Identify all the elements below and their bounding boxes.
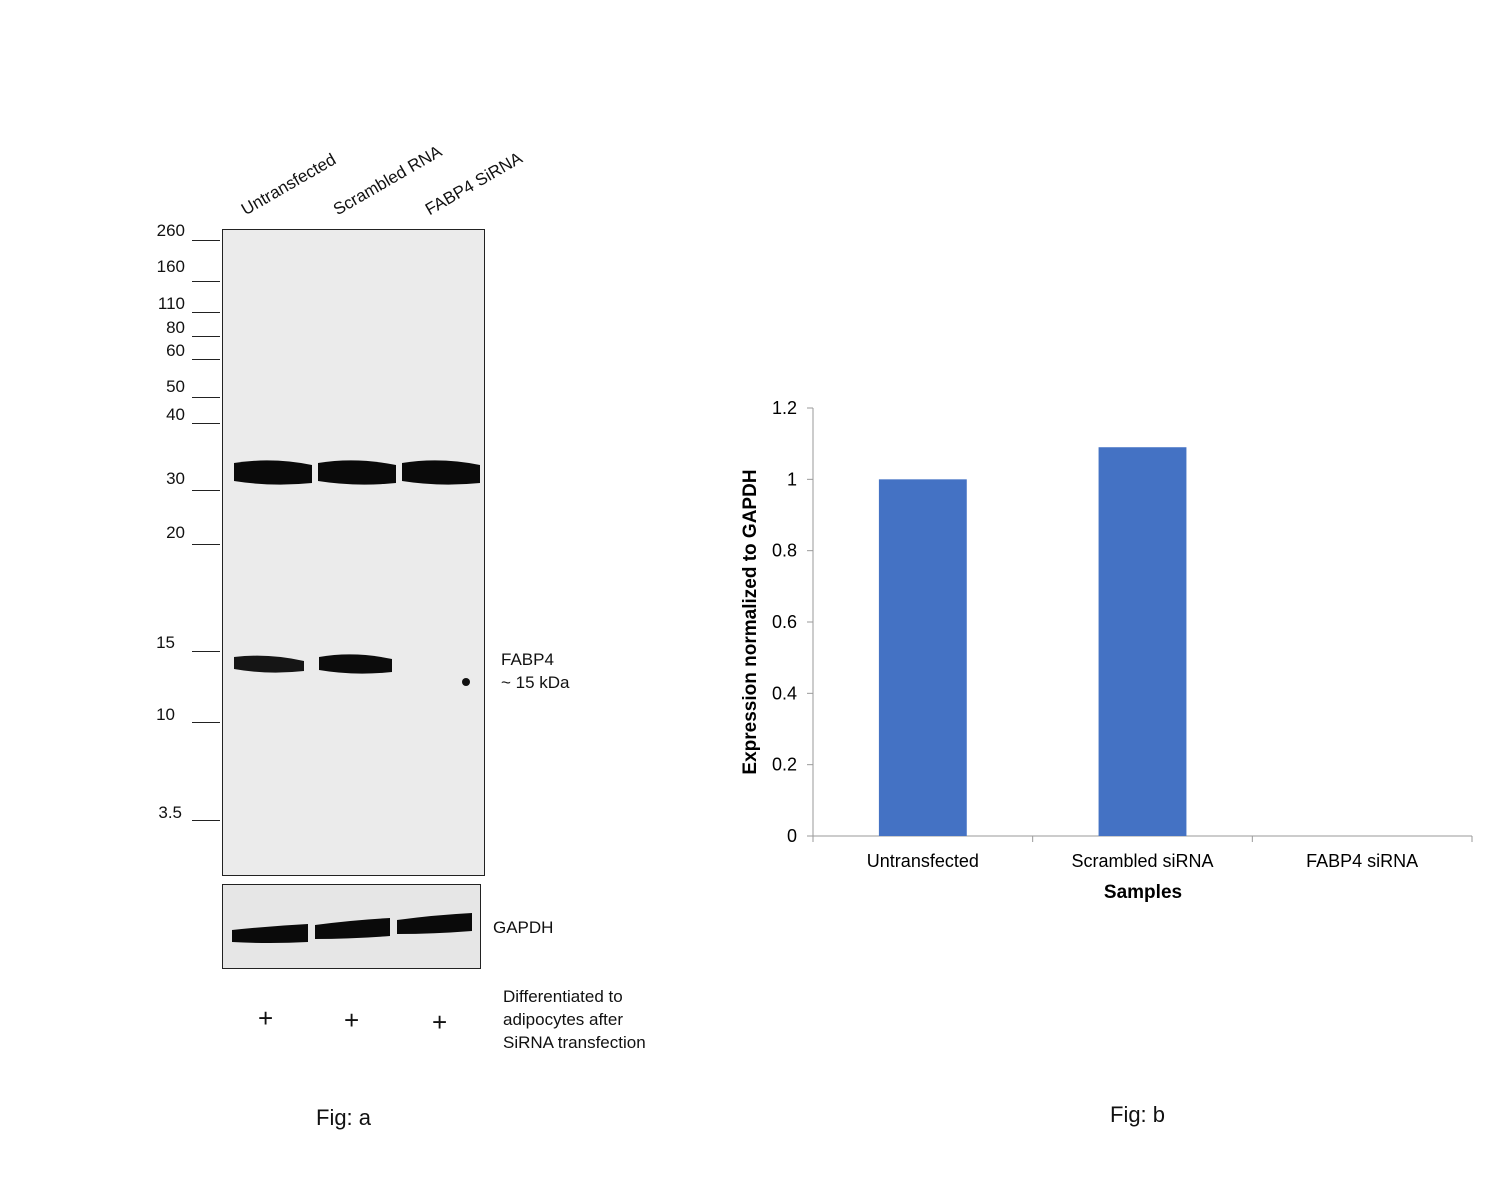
mw-label: 10 [156,705,175,724]
band-gapdh-lane1 [232,924,308,943]
x-axis-label: Samples [1104,882,1182,903]
treatment-line2: adipocytes after [503,1010,624,1029]
mw-tick [192,722,220,723]
band-30kda-lane3 [402,460,480,485]
mw-label: 60 [166,341,185,360]
western-blot-figure: Untransfected Scrambled RNA FABP4 SiRNA … [0,0,720,1189]
mw-tick [192,490,220,491]
fabp4-label-line2: ~ 15 kDa [501,673,570,692]
x-tick-label: Untransfected [867,851,979,871]
mw-tick [192,820,220,821]
x-axis: Untransfected Scrambled siRNA FABP4 siRNA [812,835,1473,871]
treatment-line1: Differentiated to [503,987,623,1006]
y-axis: 0 0.2 0.4 0.6 0.8 1 1.2 [772,398,814,846]
lane-label-untransfected: Untransfected [238,149,340,220]
mw-label: 3.5 [158,803,182,822]
treatment-plus-lane2: + [344,1005,360,1035]
fabp4-band-label: FABP4 ~ 15 kDa [501,648,570,694]
mw-tick [192,312,220,313]
mw-label: 40 [166,405,185,424]
treatment-plus-lane1: + [258,1003,274,1033]
y-tick-label: 0.8 [772,541,797,561]
mw-tick [192,281,220,282]
mw-tick [192,397,220,398]
mw-label: 80 [166,318,185,337]
treatment-line3: SiRNA transfection [503,1033,646,1052]
figure-a-caption: Fig: a [316,1105,372,1130]
mw-label: 30 [166,469,185,488]
mw-label: 50 [166,377,185,396]
treatment-description: Differentiated to adipocytes after SiRNA… [503,985,646,1054]
mw-tick [192,359,220,360]
mw-label: 260 [156,221,185,240]
mw-tick [192,240,220,241]
bar-chart-figure: 0 0.2 0.4 0.6 0.8 1 1.2 Untransfected Scrambled… [720,0,1496,1189]
mw-tick [192,336,220,337]
mw-label: 110 [157,294,185,313]
mw-label: 15 [156,633,175,652]
blot-artifact-spot [462,678,470,686]
gapdh-label: GAPDH [493,918,554,937]
x-tick-label: FABP4 siRNA [1306,851,1418,871]
bar-1 [878,479,967,836]
y-axis-label: Expression normalized to GAPDH [740,469,761,774]
x-tick-label: Scrambled siRNA [1071,851,1213,871]
y-tick-label: 0.4 [772,683,797,703]
fabp4-label-line1: FABP4 [501,650,554,669]
y-tick-label: 1 [787,469,797,489]
main-blot-membrane [222,229,485,876]
bar-2 [1098,447,1187,836]
band-fabp4-lane1 [234,655,304,673]
band-30kda-lane2 [318,460,396,485]
y-tick-label: 1.2 [772,398,797,418]
figure-b-caption: Fig: b [1110,1102,1166,1127]
mw-label: 160 [156,257,185,276]
mw-tick [192,423,220,424]
bar-series [878,447,1187,836]
gapdh-blot-membrane [222,884,481,969]
mw-tick [192,544,220,545]
y-tick-label: 0.6 [772,612,797,632]
band-30kda-lane1 [234,460,312,485]
mw-tick [192,651,220,652]
band-gapdh-lane2 [315,918,390,939]
band-fabp4-lane2 [319,654,392,674]
band-gapdh-lane3 [397,913,472,934]
mw-label: 20 [166,523,185,542]
y-tick-label: 0 [787,826,797,846]
y-tick-label: 0.2 [772,755,797,775]
bar-chart-svg: 0 0.2 0.4 0.6 0.8 1 1.2 Untransfected Scrambled… [740,398,1473,903]
treatment-plus-lane3: + [432,1007,448,1037]
